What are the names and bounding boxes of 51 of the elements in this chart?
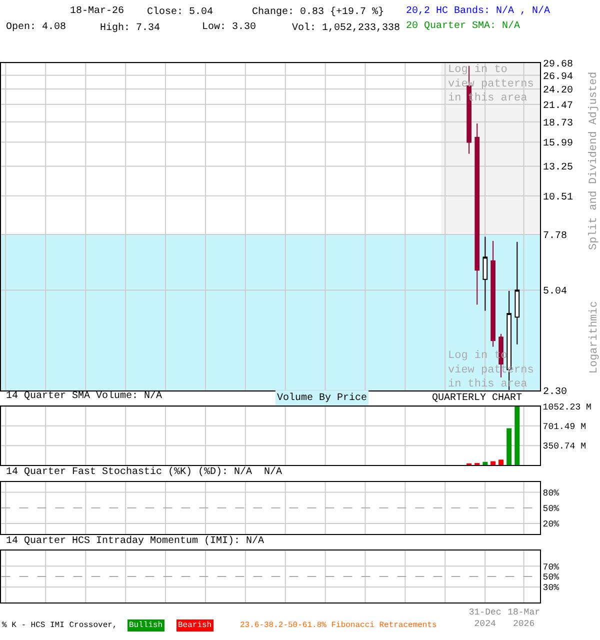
bar [482,462,488,466]
y-tick-label: 50% [542,572,560,583]
y-tick-label: 15.99 [543,138,574,150]
text: Change: 0.83 {+19.7 %} [252,6,384,18]
text: 20,2 HC Bands: N/A , N/A [406,5,550,17]
x-tick-label: 31-Dec 2024 [468,607,502,630]
y-tick-label: 24.20 [543,86,574,97]
y-tick-label: 5.04 [543,286,568,298]
y-tick-label: 2.30 [543,387,568,398]
text: Split and Dividend Adjusted [588,72,600,250]
candlestick [474,122,480,306]
y-tick-label: 18.73 [543,118,574,130]
text: Close: 5.04 [147,6,214,18]
bar [490,461,496,466]
text: % K - HCS IMI Crossover, [2,621,118,630]
bar [514,406,520,466]
text: Vol: 1,052,233,338 [292,22,400,34]
candlestick [490,240,496,348]
y-tick-label: 50% [542,504,560,514]
text: Bullish [129,621,163,630]
y-tick-label: 20% [542,520,560,530]
y-tick-label: 13.25 [543,162,574,174]
bar [506,428,512,466]
y-tick-label: 10.51 [543,192,574,204]
y-tick-label: 21.47 [543,100,574,112]
y-tick-label: 70% [542,562,560,572]
text: Open: 4.08 [6,22,66,33]
text: High: 7.34 [100,22,160,34]
y-tick-label: 701.49 M [542,422,586,432]
y-tick-label: 80% [542,488,560,498]
y-tick-label: 29.68 [543,59,574,70]
text: 23.6-38.2-50-61.8% Fibonacci Retracements [240,621,438,630]
text: Logarithmic [588,301,600,374]
x-tick-label: 18-Mar 2026 [508,607,540,630]
text: Bearish [178,621,212,630]
chart-title: 14 Quarter Fast Stochastic (%K) (%D): N/A N/A [6,466,282,478]
text: QUARTERLY CHART [432,393,522,404]
y-tick-label: 1052.23 M [542,402,592,412]
candlestick [514,241,520,345]
chart-title: 14 Quarter HCS Intraday Momentum (IMI): N/A [6,535,264,547]
candlestick [482,236,488,312]
text: 18-Mar-26 [70,6,124,17]
chart-title: 14 Quarter SMA Volume: N/A [6,390,162,402]
y-tick-label: 26.94 [543,72,574,83]
text: Volume By Price [277,392,368,404]
text: Low: 3.30 [202,22,256,33]
y-tick-label: 30% [542,583,560,594]
y-tick-label: 350.74 M [542,442,586,452]
y-tick-label: 7.78 [543,230,568,242]
bar [498,460,504,466]
text: 20 Quarter SMA: N/A [406,20,520,32]
